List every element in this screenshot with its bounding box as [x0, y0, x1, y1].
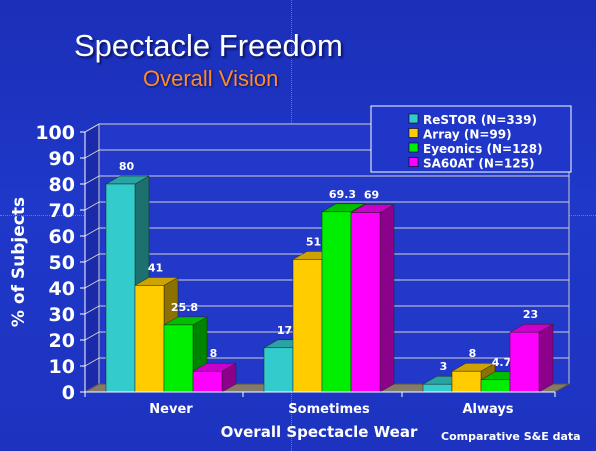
bar-front	[292, 259, 323, 393]
data-label: 8	[469, 347, 477, 360]
gridline-side	[84, 279, 100, 289]
gridline-side	[84, 305, 100, 315]
gridline-side	[84, 331, 100, 341]
legend-swatch	[408, 157, 419, 167]
gridline-side	[84, 175, 100, 185]
y-tick-label: 20	[49, 330, 75, 352]
bar-front	[163, 324, 194, 393]
y-tick-label: 100	[35, 122, 75, 144]
bar	[192, 362, 237, 393]
bar-side	[538, 323, 554, 393]
data-label: 69	[364, 189, 379, 202]
footnote: Comparative S&E data	[441, 430, 581, 443]
gridline-side	[84, 201, 100, 211]
y-axis-title: % of Subjects	[9, 197, 29, 327]
bar-front	[451, 370, 482, 393]
legend-swatch	[408, 142, 419, 153]
bar-front	[263, 347, 294, 393]
x-tick-label: Never	[149, 402, 193, 417]
y-tick-label: 90	[49, 148, 75, 170]
bar-front	[134, 285, 165, 393]
bar	[509, 323, 554, 393]
data-label: 17	[277, 324, 292, 337]
bar-side	[379, 204, 395, 393]
y-tick-label: 80	[49, 174, 75, 196]
gridline-side	[84, 253, 100, 263]
slide-title: Spectacle Freedom	[74, 28, 343, 63]
gridline-side	[84, 227, 100, 237]
gridline-side	[84, 123, 100, 133]
gridline-side	[84, 149, 100, 159]
data-label: 4.7	[492, 356, 512, 369]
y-tick-label: 10	[49, 356, 75, 378]
legend-swatch	[408, 113, 419, 124]
bar-front	[509, 331, 540, 393]
data-label: 69.3	[329, 188, 356, 201]
bar-front	[192, 370, 223, 393]
data-label: 41	[148, 261, 163, 274]
x-axis-title: Overall Spectacle Wear	[221, 423, 418, 441]
bar-front	[350, 212, 381, 393]
x-tick-label: Sometimes	[288, 402, 370, 417]
y-tick-label: 0	[62, 382, 75, 404]
data-label: 8	[210, 347, 218, 360]
bar-front	[480, 379, 511, 393]
legend-label: Eyeonics (N=128)	[423, 142, 543, 156]
y-tick-label: 30	[49, 304, 75, 326]
y-tick-label: 40	[49, 278, 75, 300]
legend-label: ReSTOR (N=339)	[423, 113, 537, 127]
bar-front	[321, 211, 352, 393]
bar-front	[422, 383, 453, 393]
y-tick-label: 70	[49, 200, 75, 222]
data-label: 3	[440, 360, 448, 373]
gridline-side	[84, 357, 100, 367]
legend-box	[370, 105, 572, 173]
data-label: 80	[119, 160, 135, 173]
legend-swatch	[408, 128, 419, 138]
slide-subtitle: Overall Vision	[143, 66, 279, 91]
y-tick-label: 60	[49, 226, 75, 248]
x-tick-label: Always	[462, 402, 513, 417]
data-label: 23	[523, 308, 538, 321]
data-label: 25.8	[171, 301, 198, 314]
legend-label: Array (N=99)	[423, 128, 512, 142]
bar-front	[105, 183, 136, 393]
y-tick-label: 50	[49, 252, 75, 274]
bar	[350, 204, 395, 393]
data-label: 51	[306, 235, 321, 248]
legend-label: SA60AT (N=125)	[423, 157, 534, 171]
